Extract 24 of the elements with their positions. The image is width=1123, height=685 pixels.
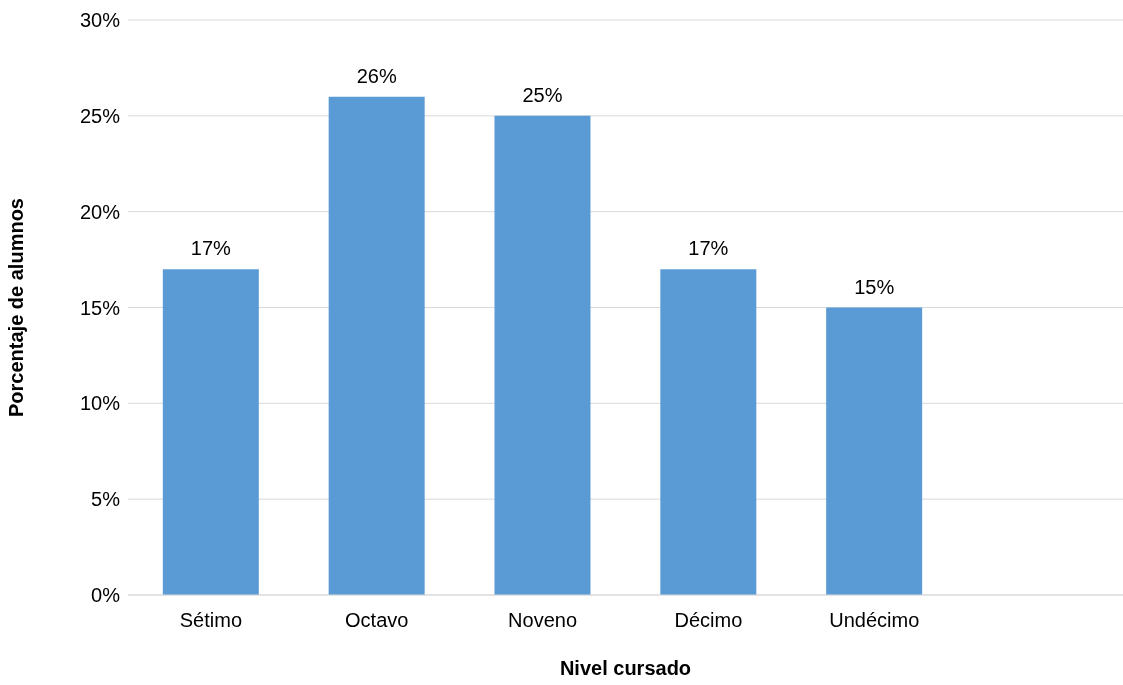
bar [328, 96, 425, 595]
y-axis-title: Porcentaje de alumnos [5, 198, 28, 417]
x-tick-label: Décimo [674, 609, 743, 632]
bar [660, 269, 757, 595]
data-label: 15% [854, 275, 895, 298]
x-axis-title: Nivel cursado [559, 657, 692, 679]
y-tick-label: 15% [79, 296, 121, 319]
data-label: 17% [190, 237, 232, 260]
data-label: 25% [522, 83, 563, 106]
y-tick-label: 20% [79, 200, 121, 223]
y-tick-label: 25% [79, 104, 121, 127]
data-label: 17% [688, 237, 729, 260]
x-tick-label: Noveno [508, 609, 578, 632]
y-tick-label: 5% [91, 488, 121, 511]
y-tick-label: 10% [79, 392, 121, 415]
y-tick-label: 0% [91, 584, 121, 607]
bar [494, 115, 591, 595]
bar [162, 269, 259, 595]
bar [826, 307, 923, 595]
x-tick-label: Octavo [345, 609, 409, 632]
y-tick-label: 30% [79, 9, 121, 32]
x-tick-label: Sétimo [179, 609, 243, 632]
x-tick-label: Undécimo [829, 609, 920, 632]
data-label: 26% [356, 64, 397, 87]
